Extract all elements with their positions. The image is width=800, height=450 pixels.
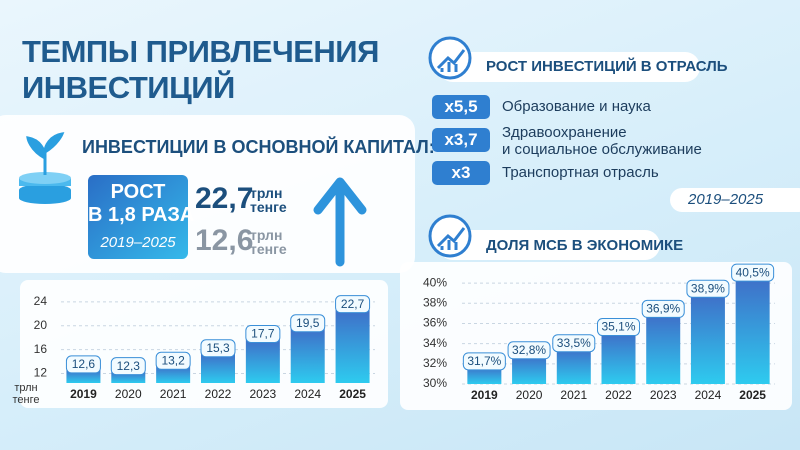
x-tick-label: 2021 bbox=[160, 387, 187, 401]
bar bbox=[111, 371, 146, 383]
y-tick-label: 36% bbox=[423, 316, 447, 330]
value-label: 33,5% bbox=[557, 336, 591, 350]
value-label: 12,6 bbox=[72, 357, 96, 371]
bar bbox=[690, 294, 725, 384]
y-tick-label: 12 bbox=[34, 366, 48, 380]
bar bbox=[335, 309, 370, 383]
heading: РОСТ ИНВЕСТИЦИЙ В ОТРАСЛЬ bbox=[486, 58, 728, 75]
value-label: 22,7 bbox=[341, 297, 365, 311]
value-label: 12,3 bbox=[117, 359, 141, 373]
y-tick-label: 40% bbox=[423, 275, 447, 289]
bar bbox=[156, 366, 191, 383]
value-label-bg bbox=[290, 314, 326, 333]
y-tick-label: 30% bbox=[423, 376, 447, 390]
chart-panel bbox=[400, 262, 792, 410]
bar bbox=[290, 328, 325, 383]
item: Образование и наука bbox=[502, 98, 651, 115]
value-label-bg bbox=[335, 295, 371, 314]
x-tick-label: 2019 bbox=[70, 387, 97, 401]
x-tick-label: 2020 bbox=[115, 387, 142, 401]
badge: x5,5 bbox=[432, 95, 490, 119]
x-tick-label: 2022 bbox=[205, 387, 232, 401]
value-label: 31,7% bbox=[467, 354, 501, 368]
y-tick-label: 20 bbox=[34, 318, 48, 332]
value-label: 36,9% bbox=[646, 302, 680, 316]
value-label: 32,8% bbox=[512, 343, 546, 357]
bar bbox=[201, 353, 235, 383]
y-tick-label: 34% bbox=[423, 336, 447, 350]
icon-chart bbox=[436, 227, 466, 250]
x-tick-label: 2023 bbox=[250, 387, 277, 401]
unit: трлн тенге bbox=[250, 227, 287, 257]
value-label: 13,2 bbox=[161, 353, 185, 367]
value-label-bg bbox=[552, 334, 596, 353]
y-tick-label: 38% bbox=[423, 295, 447, 309]
bar bbox=[512, 355, 547, 384]
value-label: 38,9% bbox=[691, 281, 725, 295]
bar bbox=[601, 332, 636, 384]
bar bbox=[646, 314, 681, 384]
value-label-bg bbox=[65, 355, 101, 374]
icon-chart bbox=[436, 49, 466, 72]
value-label: 19,5 bbox=[296, 316, 320, 330]
y-tick-label: 24 bbox=[34, 294, 48, 308]
current-value: 22,7 bbox=[195, 182, 254, 215]
value-label-bg bbox=[507, 341, 551, 360]
value-label: 15,3 bbox=[206, 341, 230, 355]
value-label: 17,7 bbox=[251, 327, 275, 341]
value-label: 35,1% bbox=[601, 320, 635, 334]
period: 2019–2025 bbox=[688, 191, 764, 208]
pill bbox=[438, 230, 660, 260]
value-label-bg bbox=[731, 263, 775, 282]
y-label: тенге bbox=[12, 394, 40, 406]
title-line: ИНВЕСТИЦИЙ bbox=[22, 70, 235, 105]
pill bbox=[670, 188, 800, 212]
value-label-bg bbox=[200, 339, 236, 358]
bar bbox=[245, 339, 280, 383]
pill bbox=[438, 52, 700, 82]
x-tick-label: 2024 bbox=[294, 387, 321, 401]
x-tick-label: 2023 bbox=[650, 388, 677, 402]
value-label-bg bbox=[155, 351, 191, 370]
value-label-bg bbox=[641, 299, 685, 318]
value-label-bg bbox=[110, 357, 146, 376]
y-tick-label: 16 bbox=[34, 342, 48, 356]
y-label: трлн bbox=[14, 382, 38, 394]
value-label-bg bbox=[686, 279, 730, 298]
growth-line: РОСТ bbox=[110, 181, 166, 203]
badge: x3,7 bbox=[432, 128, 490, 152]
x-tick-label: 2021 bbox=[560, 388, 587, 402]
item: Транспортная отрасль bbox=[502, 164, 659, 181]
x-tick-label: 2024 bbox=[695, 388, 722, 402]
item: и социальное обслуживание bbox=[502, 141, 702, 158]
value-label-bg bbox=[462, 352, 506, 371]
value-label-bg bbox=[245, 324, 281, 343]
previous-value: 12,6 bbox=[195, 224, 254, 257]
bar bbox=[467, 366, 502, 384]
value-label-bg bbox=[597, 318, 640, 337]
x-tick-label: 2025 bbox=[339, 387, 366, 401]
bar bbox=[735, 278, 770, 384]
y-tick-label: 32% bbox=[423, 356, 447, 370]
growth-line: В 1,8 РАЗА bbox=[88, 204, 195, 226]
item: Здравоохранение bbox=[502, 124, 627, 141]
x-tick-label: 2025 bbox=[739, 388, 766, 402]
growth-box bbox=[88, 175, 188, 259]
x-tick-label: 2022 bbox=[605, 388, 632, 402]
title-line: ТЕМПЫ ПРИВЛЕЧЕНИЯ bbox=[22, 34, 379, 69]
bar bbox=[556, 348, 591, 384]
period: 2019–2025 bbox=[100, 234, 176, 251]
value-label: 40,5% bbox=[736, 265, 770, 279]
unit: трлн тенге bbox=[250, 185, 287, 215]
x-tick-label: 2020 bbox=[516, 388, 543, 402]
arrow-up bbox=[313, 177, 367, 267]
coins-icon bbox=[19, 132, 71, 204]
x-tick-label: 2019 bbox=[471, 388, 498, 402]
chart-title: ДОЛЯ МСБ В ЭКОНОМИКЕ bbox=[486, 237, 684, 254]
badge: x3 bbox=[432, 161, 490, 185]
heading: ИНВЕСТИЦИИ В ОСНОВНОЙ КАПИТАЛ: bbox=[82, 137, 435, 157]
